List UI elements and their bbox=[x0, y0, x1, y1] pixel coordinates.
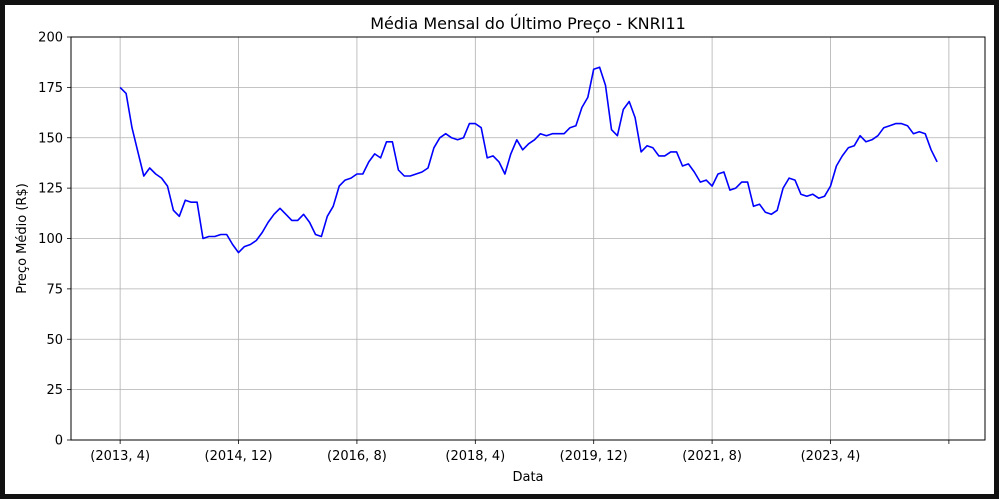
x-tick-label: (2019, 12) bbox=[560, 449, 628, 464]
y-tick-label: 25 bbox=[46, 383, 63, 398]
x-tick-label: (2016, 8) bbox=[327, 449, 387, 464]
series-layer bbox=[119, 66, 938, 254]
x-tick-label: (2018, 4) bbox=[445, 449, 505, 464]
y-tick-label: 150 bbox=[38, 131, 63, 146]
x-tick-label: (2021, 8) bbox=[682, 449, 742, 464]
y-tick-label: 200 bbox=[38, 31, 63, 46]
y-tick-label: 175 bbox=[38, 81, 63, 96]
chart-figure: 0 25 50 75 100 125 150 175 200 (2013, 4) (2014, 12… bbox=[5, 5, 994, 494]
x-axis-label: Data bbox=[512, 470, 543, 485]
x-tick-label: (2013, 4) bbox=[90, 449, 150, 464]
x-tick-label: (2023, 4) bbox=[801, 449, 861, 464]
grid-lines bbox=[71, 36, 985, 441]
y-axis-label: Preço Médio (R$) bbox=[15, 183, 30, 294]
axis-ticks: 0 25 50 75 100 125 150 175 200 (2013, 4) (2014, 12… bbox=[38, 31, 950, 464]
line-chart: 0 25 50 75 100 125 150 175 200 (2013, 4) (2014, 12… bbox=[15, 14, 986, 485]
y-tick-label: 50 bbox=[46, 333, 63, 348]
y-tick-label: 125 bbox=[38, 182, 63, 197]
y-tick-label: 75 bbox=[46, 282, 63, 297]
chart-title: Média Mensal do Último Preço - KNRI11 bbox=[370, 14, 686, 33]
y-tick-label: 100 bbox=[38, 232, 63, 247]
y-tick-label: 0 bbox=[55, 434, 63, 449]
price-series-line bbox=[119, 66, 938, 254]
x-tick-label: (2014, 12) bbox=[205, 449, 273, 464]
